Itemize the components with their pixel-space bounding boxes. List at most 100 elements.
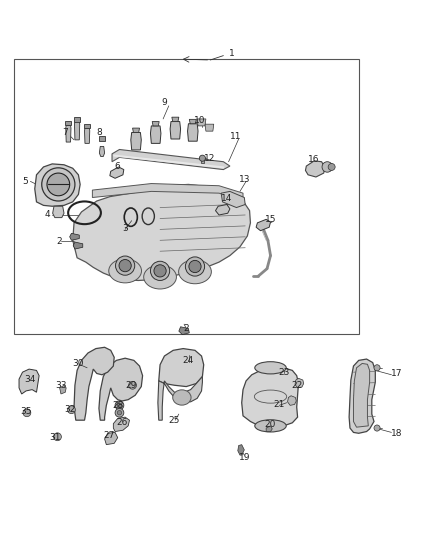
Polygon shape xyxy=(266,426,272,432)
Ellipse shape xyxy=(255,420,286,432)
Polygon shape xyxy=(238,445,244,455)
Circle shape xyxy=(374,365,380,371)
Bar xyxy=(14,59,359,334)
Text: 20: 20 xyxy=(265,420,276,429)
Text: 14: 14 xyxy=(221,195,233,203)
Polygon shape xyxy=(133,128,140,133)
Text: 13: 13 xyxy=(239,175,250,184)
Text: 28: 28 xyxy=(112,401,124,410)
Text: 3: 3 xyxy=(122,223,128,232)
Text: 18: 18 xyxy=(392,429,403,438)
Circle shape xyxy=(199,155,205,161)
Polygon shape xyxy=(85,128,90,143)
Circle shape xyxy=(115,401,124,410)
Text: 17: 17 xyxy=(392,369,403,378)
Text: 23: 23 xyxy=(278,368,290,377)
Polygon shape xyxy=(74,122,80,140)
Text: 27: 27 xyxy=(103,431,115,440)
Ellipse shape xyxy=(173,390,191,405)
Circle shape xyxy=(322,161,332,172)
Text: 24: 24 xyxy=(182,356,193,365)
Polygon shape xyxy=(205,124,214,131)
Polygon shape xyxy=(159,349,204,386)
Polygon shape xyxy=(179,327,189,335)
Text: 6: 6 xyxy=(115,163,120,172)
Polygon shape xyxy=(74,117,80,122)
Text: 2: 2 xyxy=(57,237,63,246)
Polygon shape xyxy=(53,206,64,217)
Polygon shape xyxy=(84,124,90,128)
Text: 34: 34 xyxy=(25,375,36,384)
Text: 31: 31 xyxy=(49,433,61,442)
Text: 35: 35 xyxy=(20,407,32,416)
Text: 29: 29 xyxy=(125,381,137,390)
Polygon shape xyxy=(105,432,118,445)
Text: 15: 15 xyxy=(265,215,276,224)
Polygon shape xyxy=(201,158,204,163)
Polygon shape xyxy=(221,191,245,207)
Text: 5: 5 xyxy=(22,177,28,186)
Polygon shape xyxy=(158,376,202,420)
Polygon shape xyxy=(65,121,71,125)
Polygon shape xyxy=(353,364,370,427)
Polygon shape xyxy=(35,164,80,206)
Polygon shape xyxy=(172,117,179,122)
Text: 21: 21 xyxy=(274,400,285,408)
Text: 16: 16 xyxy=(308,155,320,164)
Text: 19: 19 xyxy=(239,453,250,462)
Text: 8: 8 xyxy=(96,127,102,136)
Polygon shape xyxy=(99,358,143,420)
Ellipse shape xyxy=(255,362,286,374)
Circle shape xyxy=(47,173,70,196)
Polygon shape xyxy=(288,395,296,405)
Polygon shape xyxy=(256,220,271,231)
Circle shape xyxy=(119,260,131,272)
Text: 12: 12 xyxy=(204,154,215,163)
Circle shape xyxy=(185,257,205,276)
Polygon shape xyxy=(189,119,196,124)
Polygon shape xyxy=(349,359,375,433)
Ellipse shape xyxy=(179,260,212,284)
Polygon shape xyxy=(242,368,298,427)
Polygon shape xyxy=(197,119,206,126)
Ellipse shape xyxy=(144,265,177,289)
Polygon shape xyxy=(150,126,161,143)
Polygon shape xyxy=(131,133,141,150)
Circle shape xyxy=(116,256,135,275)
Polygon shape xyxy=(295,378,304,388)
Polygon shape xyxy=(187,124,198,141)
Circle shape xyxy=(53,433,61,441)
Polygon shape xyxy=(60,385,66,394)
Circle shape xyxy=(117,410,122,415)
Circle shape xyxy=(67,406,75,414)
Polygon shape xyxy=(70,233,79,240)
Text: 9: 9 xyxy=(162,98,167,107)
Circle shape xyxy=(117,403,122,408)
Polygon shape xyxy=(99,147,105,157)
Text: 11: 11 xyxy=(230,132,241,141)
Text: 22: 22 xyxy=(291,381,302,390)
Polygon shape xyxy=(73,242,83,249)
Text: 25: 25 xyxy=(169,416,180,425)
Polygon shape xyxy=(113,417,130,432)
Polygon shape xyxy=(110,167,124,179)
Circle shape xyxy=(150,261,170,280)
Polygon shape xyxy=(305,161,325,177)
Polygon shape xyxy=(112,149,230,169)
Text: 1: 1 xyxy=(229,49,235,58)
Text: 30: 30 xyxy=(73,359,84,368)
Text: 10: 10 xyxy=(194,116,205,125)
Circle shape xyxy=(129,381,137,389)
Circle shape xyxy=(23,409,31,417)
Circle shape xyxy=(115,408,124,417)
Text: 4: 4 xyxy=(45,211,51,220)
Ellipse shape xyxy=(109,259,141,283)
Text: 2: 2 xyxy=(184,324,189,333)
Polygon shape xyxy=(99,135,105,141)
Circle shape xyxy=(328,164,335,171)
Polygon shape xyxy=(19,369,39,394)
Text: 32: 32 xyxy=(64,405,75,414)
Circle shape xyxy=(374,425,380,431)
Circle shape xyxy=(189,261,201,272)
Polygon shape xyxy=(66,125,71,142)
